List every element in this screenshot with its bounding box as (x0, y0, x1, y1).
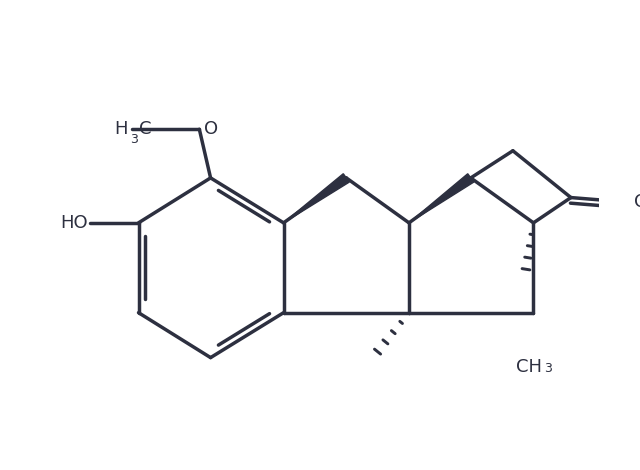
Polygon shape (284, 174, 349, 223)
Text: O: O (634, 193, 640, 211)
Polygon shape (409, 174, 474, 223)
Text: C: C (140, 120, 152, 138)
Text: CH: CH (516, 358, 542, 376)
Text: H: H (115, 120, 128, 138)
Text: O: O (204, 120, 218, 138)
Text: 3: 3 (130, 133, 138, 146)
Text: HO: HO (60, 214, 88, 232)
Text: 3: 3 (544, 362, 552, 375)
